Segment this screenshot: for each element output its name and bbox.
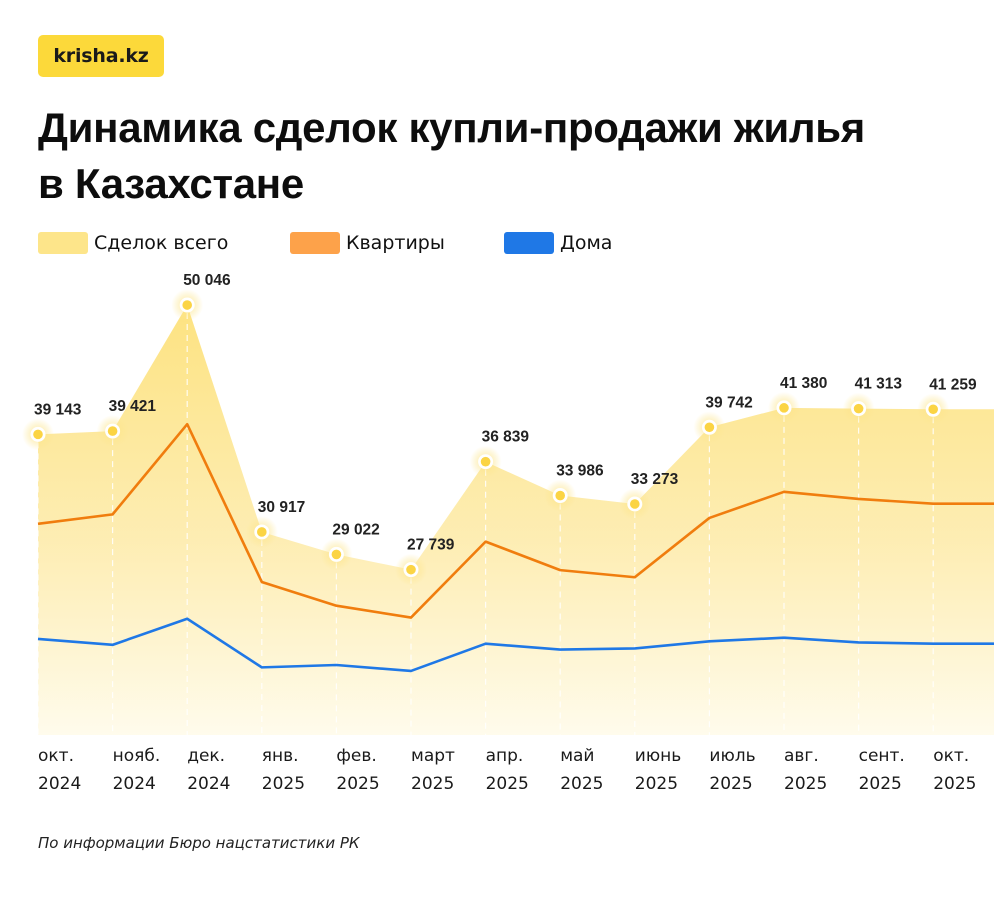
x-axis-month: дек.: [187, 746, 226, 766]
x-axis-year: 2025: [933, 774, 977, 794]
legend-swatch-houses: [504, 232, 554, 254]
x-axis-year: 2025: [709, 774, 753, 794]
total-point: [257, 527, 267, 537]
x-axis-month: апр.: [485, 746, 524, 766]
x-axis-year: 2025: [411, 774, 455, 794]
x-axis-month: июнь: [634, 746, 682, 766]
total-point: [630, 499, 640, 509]
x-axis-year: 2024: [38, 774, 82, 794]
x-axis-month: окт.: [933, 746, 970, 766]
x-axis-label: дек. 2024: [187, 742, 230, 798]
x-axis-labels: окт. 2024 нояб. 2024 дек. 2024 янв. 2025 фев. 202…: [0, 742, 994, 802]
x-axis-label: нояб. 2024: [113, 742, 161, 798]
x-axis-label: апр. 2025: [486, 742, 529, 798]
total-value-label: 41 380: [780, 375, 827, 392]
total-point: [107, 426, 118, 436]
x-axis-label: окт. 2024: [38, 742, 81, 798]
total-value-label: 41 313: [855, 376, 903, 393]
krisha-logo: krisha.kz: [38, 35, 164, 77]
x-axis-month: фев.: [336, 746, 377, 766]
total-point: [480, 456, 491, 467]
page-title: Динамика сделок купли-продажи жилья в Ка…: [38, 100, 978, 212]
total-value-label: 27 739: [407, 537, 455, 554]
legend-item-houses: Дома: [504, 230, 612, 256]
total-value-label: 39 421: [109, 398, 157, 415]
x-axis-label: сент. 2025: [859, 742, 905, 798]
x-axis-month: янв.: [261, 746, 299, 766]
legend-swatch-total: [38, 232, 88, 254]
total-point: [704, 422, 715, 433]
x-axis-label: май 2025: [560, 742, 603, 798]
x-axis-year: 2025: [634, 774, 679, 794]
total-point: [928, 404, 938, 415]
x-axis-year: 2024: [187, 774, 231, 794]
line-chart: 39 143 39 421 50 046 30 917 29 022 27 739 36 8…: [22, 272, 994, 735]
legend-label-apartments: Квартиры: [346, 232, 445, 254]
x-axis-year: 2025: [858, 774, 902, 794]
legend-label-total: Сделок всего: [94, 232, 229, 254]
x-axis-month: авг.: [784, 746, 819, 766]
x-axis-label: июль 2025: [709, 742, 755, 798]
x-axis-label: янв. 2025: [262, 742, 305, 798]
apartments-line: [37, 422, 994, 619]
x-axis-month: март: [411, 746, 455, 766]
x-axis-year: 2025: [336, 774, 380, 794]
title-line-1: Динамика сделок купли-продажи жилья: [38, 104, 865, 151]
title-line-2: в Казахстане: [38, 160, 304, 207]
total-point: [33, 429, 43, 440]
x-axis-label: июнь 2025: [635, 742, 682, 798]
total-value-label: 39 742: [705, 394, 752, 411]
total-value-label: 33 273: [631, 471, 679, 488]
chart-legend: Сделок всего Квартиры Дома: [38, 230, 978, 256]
x-axis-month: нояб.: [112, 746, 161, 766]
x-axis-year: 2025: [485, 774, 529, 794]
total-point: [406, 564, 416, 575]
x-axis-year: 2025: [261, 774, 306, 794]
x-axis-label: март 2025: [411, 742, 455, 798]
x-axis-month: сент.: [858, 746, 905, 766]
total-value-label: 50 046: [183, 272, 231, 289]
total-point: [182, 300, 192, 310]
total-point: [331, 549, 342, 560]
total-value-label: 39 143: [34, 401, 82, 418]
legend-item-total: Сделок всего: [38, 230, 228, 256]
x-axis-month: окт.: [38, 746, 74, 766]
total-point: [779, 403, 789, 413]
x-axis-label: фев. 2025: [336, 742, 379, 798]
source-note: По информации Бюро нацстатистики РК: [38, 834, 360, 852]
x-axis-month: май: [560, 746, 595, 766]
total-point: [555, 490, 565, 501]
total-value-label: 36 839: [482, 429, 530, 446]
legend-label-houses: Дома: [560, 232, 613, 254]
x-axis-label: авг. 2025: [784, 742, 827, 798]
legend-swatch-apartments: [290, 232, 340, 254]
x-axis-year: 2025: [784, 774, 828, 794]
total-value-label: 30 917: [258, 499, 305, 516]
total-point: [853, 403, 864, 414]
x-axis-year: 2025: [560, 774, 604, 794]
x-axis-month: июль: [709, 746, 756, 766]
x-axis-year: 2024: [112, 774, 156, 794]
total-deals-area: [38, 305, 994, 735]
total-value-label: 29 022: [332, 521, 379, 538]
total-value-label: 41 259: [929, 376, 977, 393]
total-value-label: 33 986: [556, 463, 604, 480]
houses-line: [37, 617, 994, 673]
x-axis-label: окт. 2025: [933, 742, 976, 798]
legend-item-apartments: Квартиры: [290, 230, 445, 256]
